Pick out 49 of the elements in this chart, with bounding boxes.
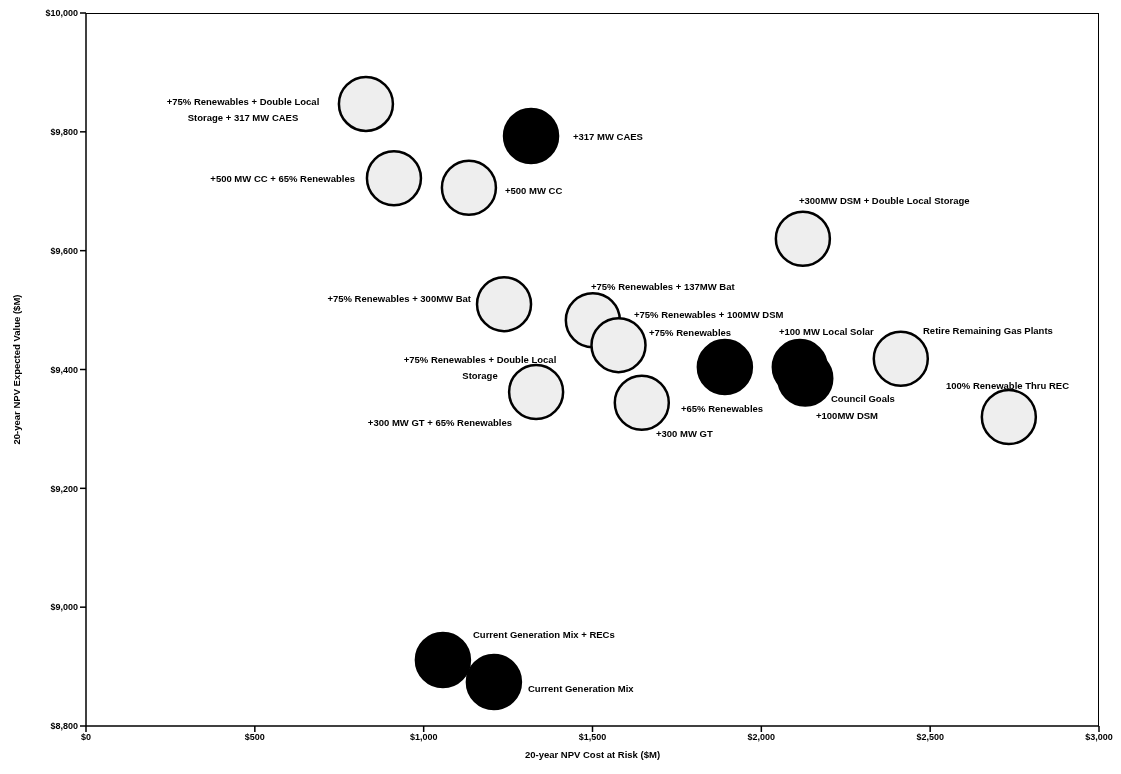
point <box>774 210 832 268</box>
annotation: +65% Renewables <box>681 402 764 414</box>
y-axis-title: 20-year NPV Expected Value ($M) <box>11 294 22 445</box>
x-tick-label: $3,000 <box>1085 732 1113 743</box>
annotation: +500 MW CC + 65% Renewables <box>210 172 355 184</box>
x-tick-label: $0 <box>80 732 92 743</box>
y-tick-label: $9,800 <box>50 127 78 138</box>
x-tick-label: $2,000 <box>747 732 776 743</box>
annotation: +300MW DSM + Double Local Storage <box>799 194 970 206</box>
x-axis-title: 20-year NPV Cost at Risk ($M) <box>524 749 661 760</box>
x-tick-label: $1,500 <box>578 732 607 743</box>
y-tick-label: $8,800 <box>50 721 78 732</box>
point <box>613 374 671 432</box>
annotation: +300 MW GT + 65% Renewables <box>367 416 512 428</box>
annotation: +75% Renewables + 137MW Bat <box>591 280 736 292</box>
y-tick-label: $9,000 <box>50 602 78 613</box>
x-tick-label: $500 <box>244 732 265 743</box>
annotation: +75% Renewables + Double Local Storage <box>403 353 557 381</box>
point <box>507 363 565 421</box>
y-tick-label: $9,400 <box>50 364 78 375</box>
y-tick-label: $10,000 <box>45 8 78 19</box>
annotation: Current Generation Mix + RECs <box>473 628 615 640</box>
y-tick-label: $9,200 <box>50 483 78 494</box>
point <box>440 159 498 216</box>
annotation: +317 MW CAES <box>573 130 643 142</box>
annotation: 100% Renewable Thru REC <box>946 379 1070 391</box>
annotation: +500 MW CC <box>505 184 563 196</box>
annotation: +75% Renewables + Double Local Storage + 317 MW CAES <box>166 95 320 123</box>
point <box>337 75 395 133</box>
point <box>475 275 533 333</box>
point <box>980 388 1038 446</box>
x-tick-label: $2,500 <box>916 732 944 743</box>
annotation: +300 MW GT <box>656 427 713 439</box>
annotation: +100MW DSM <box>816 409 879 421</box>
y-tick-label: $9,600 <box>50 245 78 256</box>
point <box>465 653 523 711</box>
annotation: +75% Renewables + 300MW Bat <box>327 292 472 304</box>
annotation: Current Generation Mix <box>528 682 635 694</box>
point <box>414 631 472 689</box>
annotation: +75% Renewables <box>649 326 732 338</box>
annotation: +100 MW Local Solar <box>779 325 875 337</box>
annotation: Retire Remaining Gas Plants <box>923 324 1053 336</box>
point <box>502 107 560 165</box>
point <box>590 316 647 374</box>
point <box>696 338 754 396</box>
annotation: Council Goals <box>831 392 895 404</box>
annotation: +75% Renewables + 100MW DSM <box>634 308 784 320</box>
point <box>365 149 423 207</box>
x-tick-label: $1,000 <box>409 732 438 743</box>
